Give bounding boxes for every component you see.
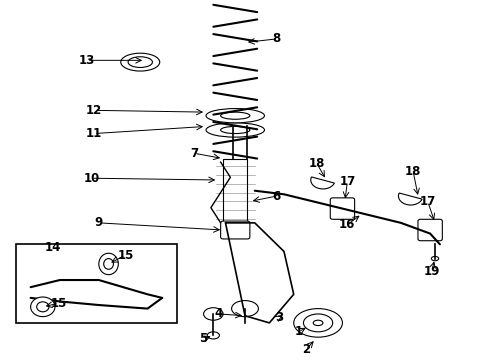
Text: 11: 11: [86, 127, 102, 140]
Text: 3: 3: [275, 311, 283, 324]
Text: 12: 12: [86, 104, 102, 117]
Text: 1: 1: [294, 325, 303, 338]
Text: 17: 17: [419, 195, 436, 208]
Text: 2: 2: [302, 343, 310, 356]
Ellipse shape: [207, 332, 220, 339]
Ellipse shape: [220, 126, 250, 134]
Ellipse shape: [431, 256, 439, 261]
Text: 14: 14: [45, 241, 61, 255]
Ellipse shape: [294, 309, 343, 337]
Ellipse shape: [206, 109, 265, 123]
Text: 6: 6: [272, 190, 281, 203]
Text: 18: 18: [309, 157, 325, 170]
Ellipse shape: [104, 258, 114, 269]
Bar: [16, 244, 177, 323]
Text: 15: 15: [118, 248, 134, 261]
Text: 4: 4: [214, 307, 222, 320]
Text: 10: 10: [83, 172, 99, 185]
Ellipse shape: [128, 57, 152, 67]
Text: 18: 18: [405, 165, 421, 177]
Text: 7: 7: [190, 147, 198, 160]
Text: 16: 16: [339, 218, 356, 231]
FancyBboxPatch shape: [418, 219, 442, 241]
Ellipse shape: [232, 301, 258, 317]
Text: 19: 19: [423, 265, 440, 278]
Text: 13: 13: [78, 54, 95, 67]
FancyBboxPatch shape: [223, 158, 247, 223]
Ellipse shape: [303, 314, 333, 332]
Text: 8: 8: [272, 32, 281, 45]
Wedge shape: [398, 193, 422, 205]
Ellipse shape: [99, 253, 118, 275]
Text: 9: 9: [95, 216, 103, 229]
Ellipse shape: [220, 112, 250, 119]
Ellipse shape: [30, 297, 55, 317]
Text: 5: 5: [199, 333, 208, 346]
Ellipse shape: [203, 308, 223, 320]
FancyBboxPatch shape: [220, 221, 250, 239]
Text: 17: 17: [339, 175, 355, 188]
Text: 15: 15: [50, 297, 67, 310]
Ellipse shape: [313, 320, 323, 325]
Ellipse shape: [37, 302, 49, 312]
Ellipse shape: [121, 53, 160, 71]
Ellipse shape: [206, 123, 265, 137]
FancyBboxPatch shape: [330, 198, 355, 219]
Wedge shape: [311, 177, 334, 189]
